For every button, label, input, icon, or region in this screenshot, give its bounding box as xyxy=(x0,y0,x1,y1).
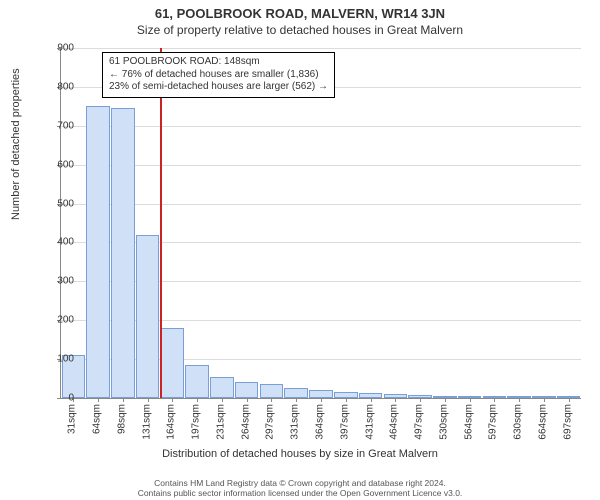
x-axis-label: Distribution of detached houses by size … xyxy=(0,448,600,460)
xtick-mark xyxy=(148,398,149,402)
gridline xyxy=(61,204,581,205)
gridline xyxy=(61,48,581,49)
histogram-bar xyxy=(260,384,284,398)
chart-subtitle: Size of property relative to detached ho… xyxy=(0,21,600,41)
xtick-mark xyxy=(569,398,570,402)
chart-area: 61 POOLBROOK ROAD: 148sqm ← 76% of detac… xyxy=(60,48,580,398)
xtick-mark xyxy=(519,398,520,402)
chart-title: 61, POOLBROOK ROAD, MALVERN, WR14 3JN xyxy=(0,0,600,21)
histogram-bar xyxy=(86,106,110,398)
ytick-mark xyxy=(57,398,61,399)
histogram-bar xyxy=(210,377,234,398)
xtick-mark xyxy=(172,398,173,402)
histogram-bar xyxy=(284,388,308,398)
annotation-line-3: 23% of semi-detached houses are larger (… xyxy=(109,81,328,94)
ytick-label: 0 xyxy=(68,393,74,404)
xtick-label: 397sqm xyxy=(339,404,350,440)
histogram-bar xyxy=(111,108,135,398)
xtick-label: 231sqm xyxy=(215,404,226,440)
xtick-mark xyxy=(544,398,545,402)
ytick-label: 400 xyxy=(57,237,74,248)
footer-line-1: Contains HM Land Registry data © Crown c… xyxy=(0,478,600,488)
chart-container: 61, POOLBROOK ROAD, MALVERN, WR14 3JN Si… xyxy=(0,0,600,500)
reference-line xyxy=(160,48,162,398)
xtick-label: 31sqm xyxy=(67,404,78,434)
xtick-label: 131sqm xyxy=(141,404,152,440)
xtick-mark xyxy=(371,398,372,402)
xtick-label: 164sqm xyxy=(166,404,177,440)
ytick-label: 100 xyxy=(57,354,74,365)
xtick-mark xyxy=(470,398,471,402)
y-axis-label: Number of detached properties xyxy=(10,68,22,220)
xtick-mark xyxy=(346,398,347,402)
gridline xyxy=(61,126,581,127)
ytick-label: 800 xyxy=(57,81,74,92)
annotation-line-1: 61 POOLBROOK ROAD: 148sqm xyxy=(109,56,328,69)
xtick-mark xyxy=(321,398,322,402)
xtick-mark xyxy=(123,398,124,402)
xtick-label: 564sqm xyxy=(463,404,474,440)
histogram-bar xyxy=(161,328,185,398)
xtick-label: 530sqm xyxy=(438,404,449,440)
xtick-label: 597sqm xyxy=(488,404,499,440)
annotation-line-2: ← 76% of detached houses are smaller (1,… xyxy=(109,69,328,82)
xtick-label: 664sqm xyxy=(537,404,548,440)
annotation-box: 61 POOLBROOK ROAD: 148sqm ← 76% of detac… xyxy=(102,52,335,98)
xtick-mark xyxy=(420,398,421,402)
xtick-mark xyxy=(222,398,223,402)
xtick-label: 364sqm xyxy=(315,404,326,440)
xtick-mark xyxy=(494,398,495,402)
ytick-label: 200 xyxy=(57,315,74,326)
histogram-bar xyxy=(235,382,259,398)
xtick-label: 264sqm xyxy=(240,404,251,440)
xtick-label: 98sqm xyxy=(116,404,127,434)
histogram-bar xyxy=(309,390,333,398)
xtick-label: 297sqm xyxy=(265,404,276,440)
xtick-mark xyxy=(395,398,396,402)
footer-line-2: Contains public sector information licen… xyxy=(0,488,600,498)
ytick-label: 600 xyxy=(57,159,74,170)
ytick-label: 700 xyxy=(57,120,74,131)
xtick-label: 697sqm xyxy=(562,404,573,440)
ytick-label: 300 xyxy=(57,276,74,287)
footer: Contains HM Land Registry data © Crown c… xyxy=(0,478,600,498)
xtick-mark xyxy=(98,398,99,402)
xtick-label: 331sqm xyxy=(290,404,301,440)
xtick-label: 630sqm xyxy=(513,404,524,440)
xtick-label: 431sqm xyxy=(364,404,375,440)
xtick-label: 64sqm xyxy=(92,404,103,434)
xtick-mark xyxy=(296,398,297,402)
xtick-mark xyxy=(445,398,446,402)
ytick-label: 900 xyxy=(57,43,74,54)
histogram-bar xyxy=(136,235,160,398)
xtick-label: 464sqm xyxy=(389,404,400,440)
ytick-label: 500 xyxy=(57,198,74,209)
xtick-label: 197sqm xyxy=(191,404,202,440)
xtick-mark xyxy=(247,398,248,402)
xtick-mark xyxy=(197,398,198,402)
plot-region xyxy=(60,48,581,399)
xtick-label: 497sqm xyxy=(414,404,425,440)
gridline xyxy=(61,165,581,166)
histogram-bar xyxy=(185,365,209,398)
xtick-mark xyxy=(271,398,272,402)
